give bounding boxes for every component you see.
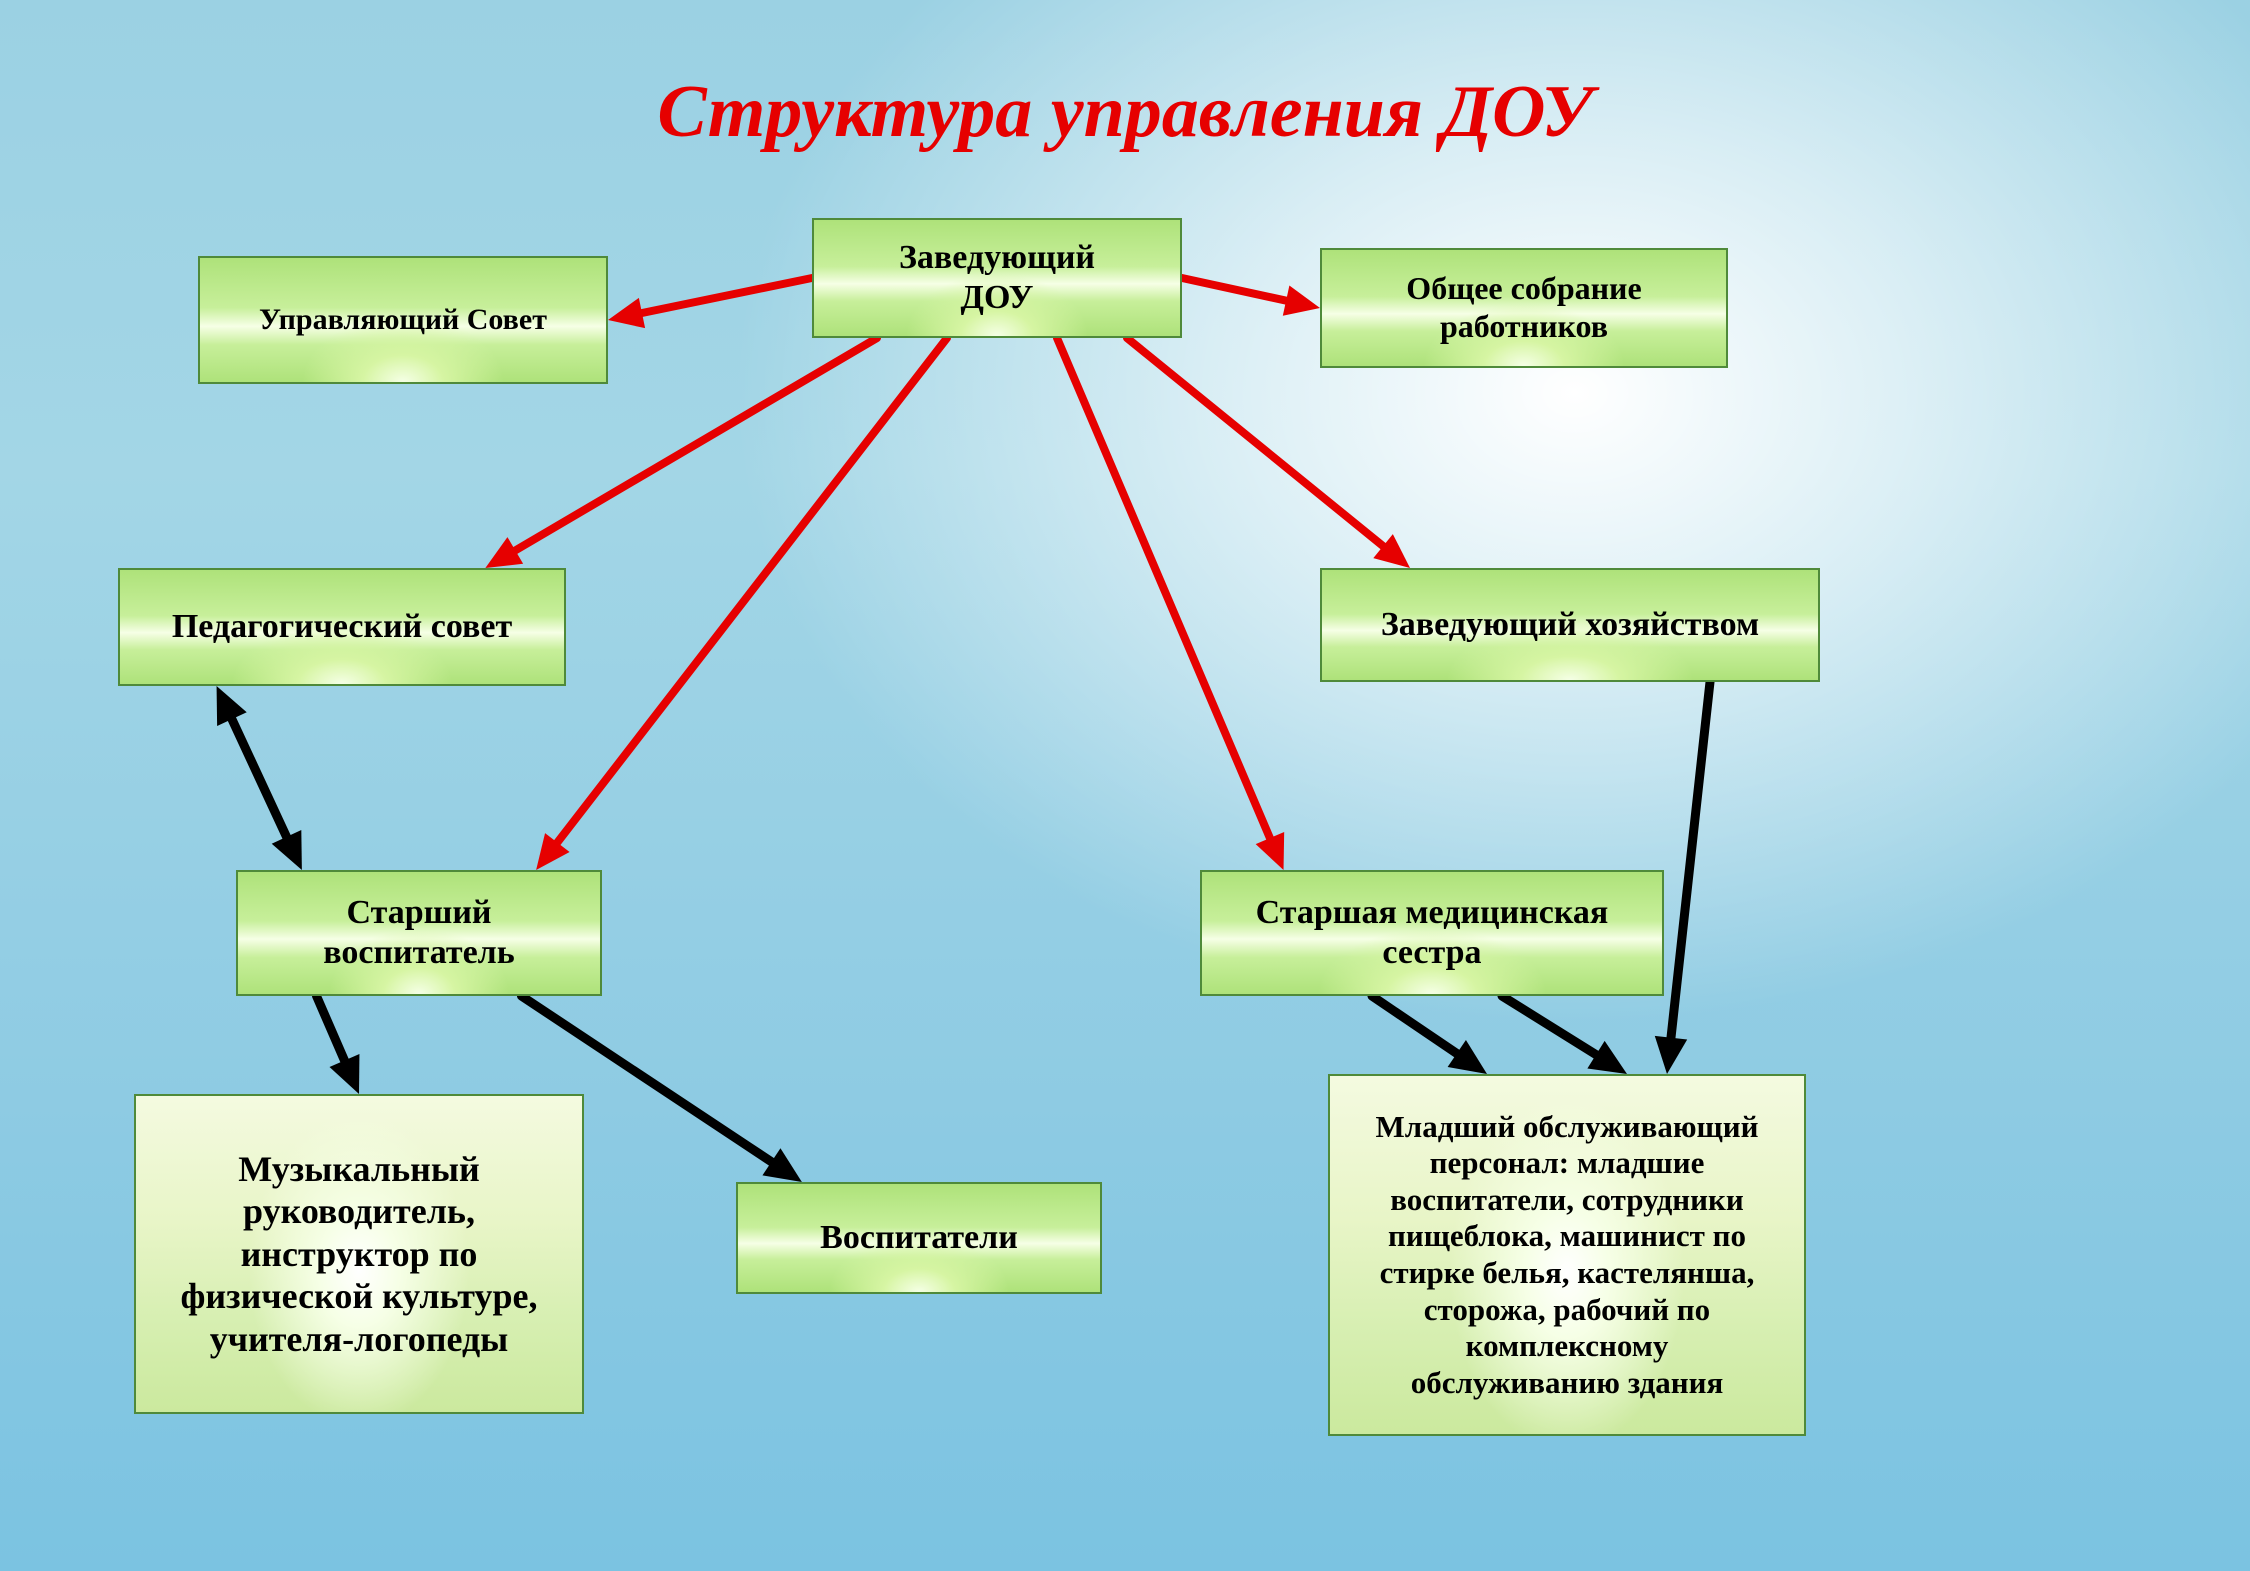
node-label: ЗаведующийДОУ — [899, 238, 1095, 318]
node-council: Управляющий Совет — [198, 256, 608, 384]
node-label: Младший обслуживающийперсонал: младшиево… — [1376, 1109, 1759, 1402]
edge-line — [1057, 338, 1272, 844]
node-head: ЗаведующийДОУ — [812, 218, 1182, 338]
edge-line — [1372, 996, 1462, 1057]
node-hoz: Заведующий хозяйством — [1320, 568, 1820, 682]
node-assembly: Общее собраниеработников — [1320, 248, 1728, 368]
arrow-head — [762, 1148, 801, 1182]
node-nurse: Старшая медицинскаясестра — [1200, 870, 1664, 996]
edge-line — [1502, 996, 1602, 1058]
page-title: Структура управления ДОУ — [0, 70, 2250, 155]
node-specialists: Музыкальныйруководитель,инструктор пофиз… — [134, 1094, 584, 1414]
node-label: Воспитатели — [820, 1218, 1018, 1258]
arrow-head — [485, 537, 523, 568]
node-educators: Воспитатели — [736, 1182, 1102, 1294]
node-label: Старшийвоспитатель — [323, 893, 514, 973]
arrow-head — [1283, 285, 1320, 315]
arrow-head — [272, 830, 302, 870]
arrow-head — [1587, 1041, 1627, 1074]
edge-line — [1182, 278, 1292, 302]
node-label: Управляющий Совет — [259, 302, 547, 337]
arrow-head — [1655, 1036, 1687, 1074]
arrow-head — [608, 298, 645, 328]
edge-line — [636, 278, 812, 314]
edge-line — [554, 338, 947, 847]
arrow-head — [1373, 534, 1410, 568]
node-label: Общее собраниеработников — [1406, 270, 1641, 346]
edge-line — [317, 996, 348, 1066]
arrow-head — [330, 1054, 360, 1094]
arrow-head — [536, 833, 569, 870]
node-label: Музыкальныйруководитель,инструктор пофиз… — [181, 1148, 538, 1360]
diagram-canvas: Структура управления ДОУ ЗаведующийДОУ Уп… — [0, 0, 2250, 1571]
arrow-head — [217, 686, 247, 726]
arrow-head — [1256, 832, 1285, 870]
edge-line — [1127, 338, 1388, 550]
title-text: Структура управления ДОУ — [657, 71, 1592, 153]
edge-line — [229, 713, 289, 843]
node-senior_ed: Старшийвоспитатель — [236, 870, 602, 996]
node-junior: Младший обслуживающийперсонал: младшиево… — [1328, 1074, 1806, 1436]
edge-line — [1670, 682, 1710, 1044]
node-label: Педагогический совет — [172, 607, 512, 647]
node-label: Старшая медицинскаясестра — [1256, 893, 1609, 973]
arrow-head — [1448, 1040, 1487, 1074]
node-pedsovet: Педагогический совет — [118, 568, 566, 686]
node-label: Заведующий хозяйством — [1381, 605, 1759, 645]
